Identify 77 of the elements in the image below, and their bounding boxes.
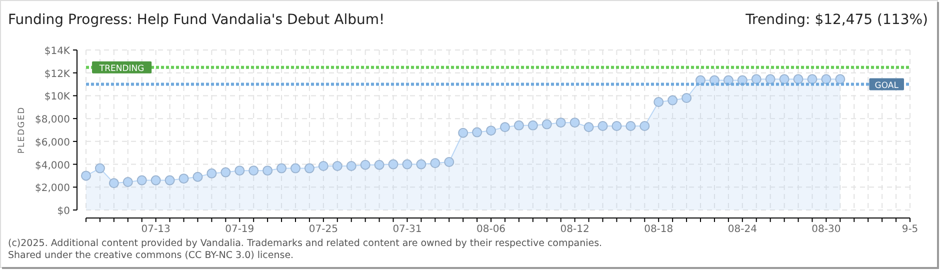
text: Shared under the creative commons (CC BY-NC 3.0) license.	[8, 250, 294, 261]
point	[542, 119, 552, 130]
point	[779, 74, 790, 84]
point	[514, 120, 524, 130]
y-tick-label: $0	[57, 206, 70, 217]
point	[570, 118, 580, 128]
point	[290, 163, 300, 174]
point	[612, 121, 622, 131]
point	[206, 168, 217, 178]
point	[668, 95, 678, 106]
point	[416, 159, 426, 170]
point	[164, 175, 175, 186]
point	[94, 163, 105, 174]
point	[402, 159, 412, 170]
point	[556, 118, 566, 128]
point	[234, 166, 245, 176]
point	[136, 175, 147, 186]
x-tick-label: 07-13	[141, 224, 170, 235]
x-tick-label: 08-30	[812, 224, 841, 235]
point	[751, 74, 762, 84]
x-tick-label: 08-18	[644, 224, 674, 235]
point	[122, 177, 133, 187]
x-tick-label: 9-5	[902, 224, 918, 235]
point	[262, 166, 273, 176]
x-tick-label: 08-24	[728, 224, 757, 235]
point	[793, 74, 804, 84]
y-tick-label: $6,000	[35, 137, 70, 148]
point	[737, 75, 748, 86]
y-axis-title: PLEDGED	[17, 106, 27, 154]
point	[807, 74, 818, 84]
x-tick-label: 07-31	[392, 224, 422, 235]
point	[444, 157, 454, 167]
point	[430, 158, 440, 168]
x-tick-label: 07-19	[225, 224, 254, 235]
x-tick-label: 08-12	[560, 224, 590, 235]
y-tick-label: $8,000	[35, 114, 70, 126]
point	[458, 128, 468, 138]
y-tick-label: $10K	[44, 92, 70, 103]
text: (c)2025. Additional content provided by Vandalia. Trademarks and related content are owned by their respective companies.	[8, 238, 602, 249]
point	[332, 161, 342, 171]
point	[276, 163, 287, 174]
point	[584, 122, 594, 132]
point	[304, 163, 314, 174]
y-tick-label: $14K	[44, 46, 70, 57]
point	[654, 97, 664, 107]
point	[640, 121, 650, 131]
y-tick-label: $2,000	[35, 183, 70, 194]
point	[108, 178, 119, 188]
y-tick-label: $12K	[44, 68, 70, 80]
point	[178, 174, 189, 184]
point	[81, 170, 91, 181]
point	[374, 160, 384, 170]
ref-line-label: TRENDING	[98, 64, 144, 74]
y-tick-label: $4,000	[35, 160, 70, 172]
point	[360, 160, 370, 170]
point	[682, 93, 692, 103]
point	[248, 166, 259, 176]
point	[821, 74, 832, 84]
point	[150, 175, 161, 186]
point	[626, 121, 636, 131]
point	[835, 74, 846, 84]
ref-line-label: GOAL	[874, 80, 899, 91]
point	[486, 126, 496, 136]
point	[318, 161, 328, 171]
point	[220, 167, 231, 178]
x-tick-label: 07-25	[308, 224, 338, 235]
chart-title: Funding Progress: Help Fund Vandalia's Debut Album!	[8, 12, 385, 28]
chart-subtitle: Trending: $12,475 (113%)	[744, 12, 928, 28]
point	[528, 120, 538, 130]
point	[346, 161, 356, 171]
point	[598, 121, 608, 131]
point	[192, 172, 203, 182]
x-tick-label: 08-06	[476, 224, 506, 235]
point	[388, 159, 398, 170]
point	[500, 122, 510, 132]
point	[765, 74, 776, 84]
point	[472, 127, 482, 138]
